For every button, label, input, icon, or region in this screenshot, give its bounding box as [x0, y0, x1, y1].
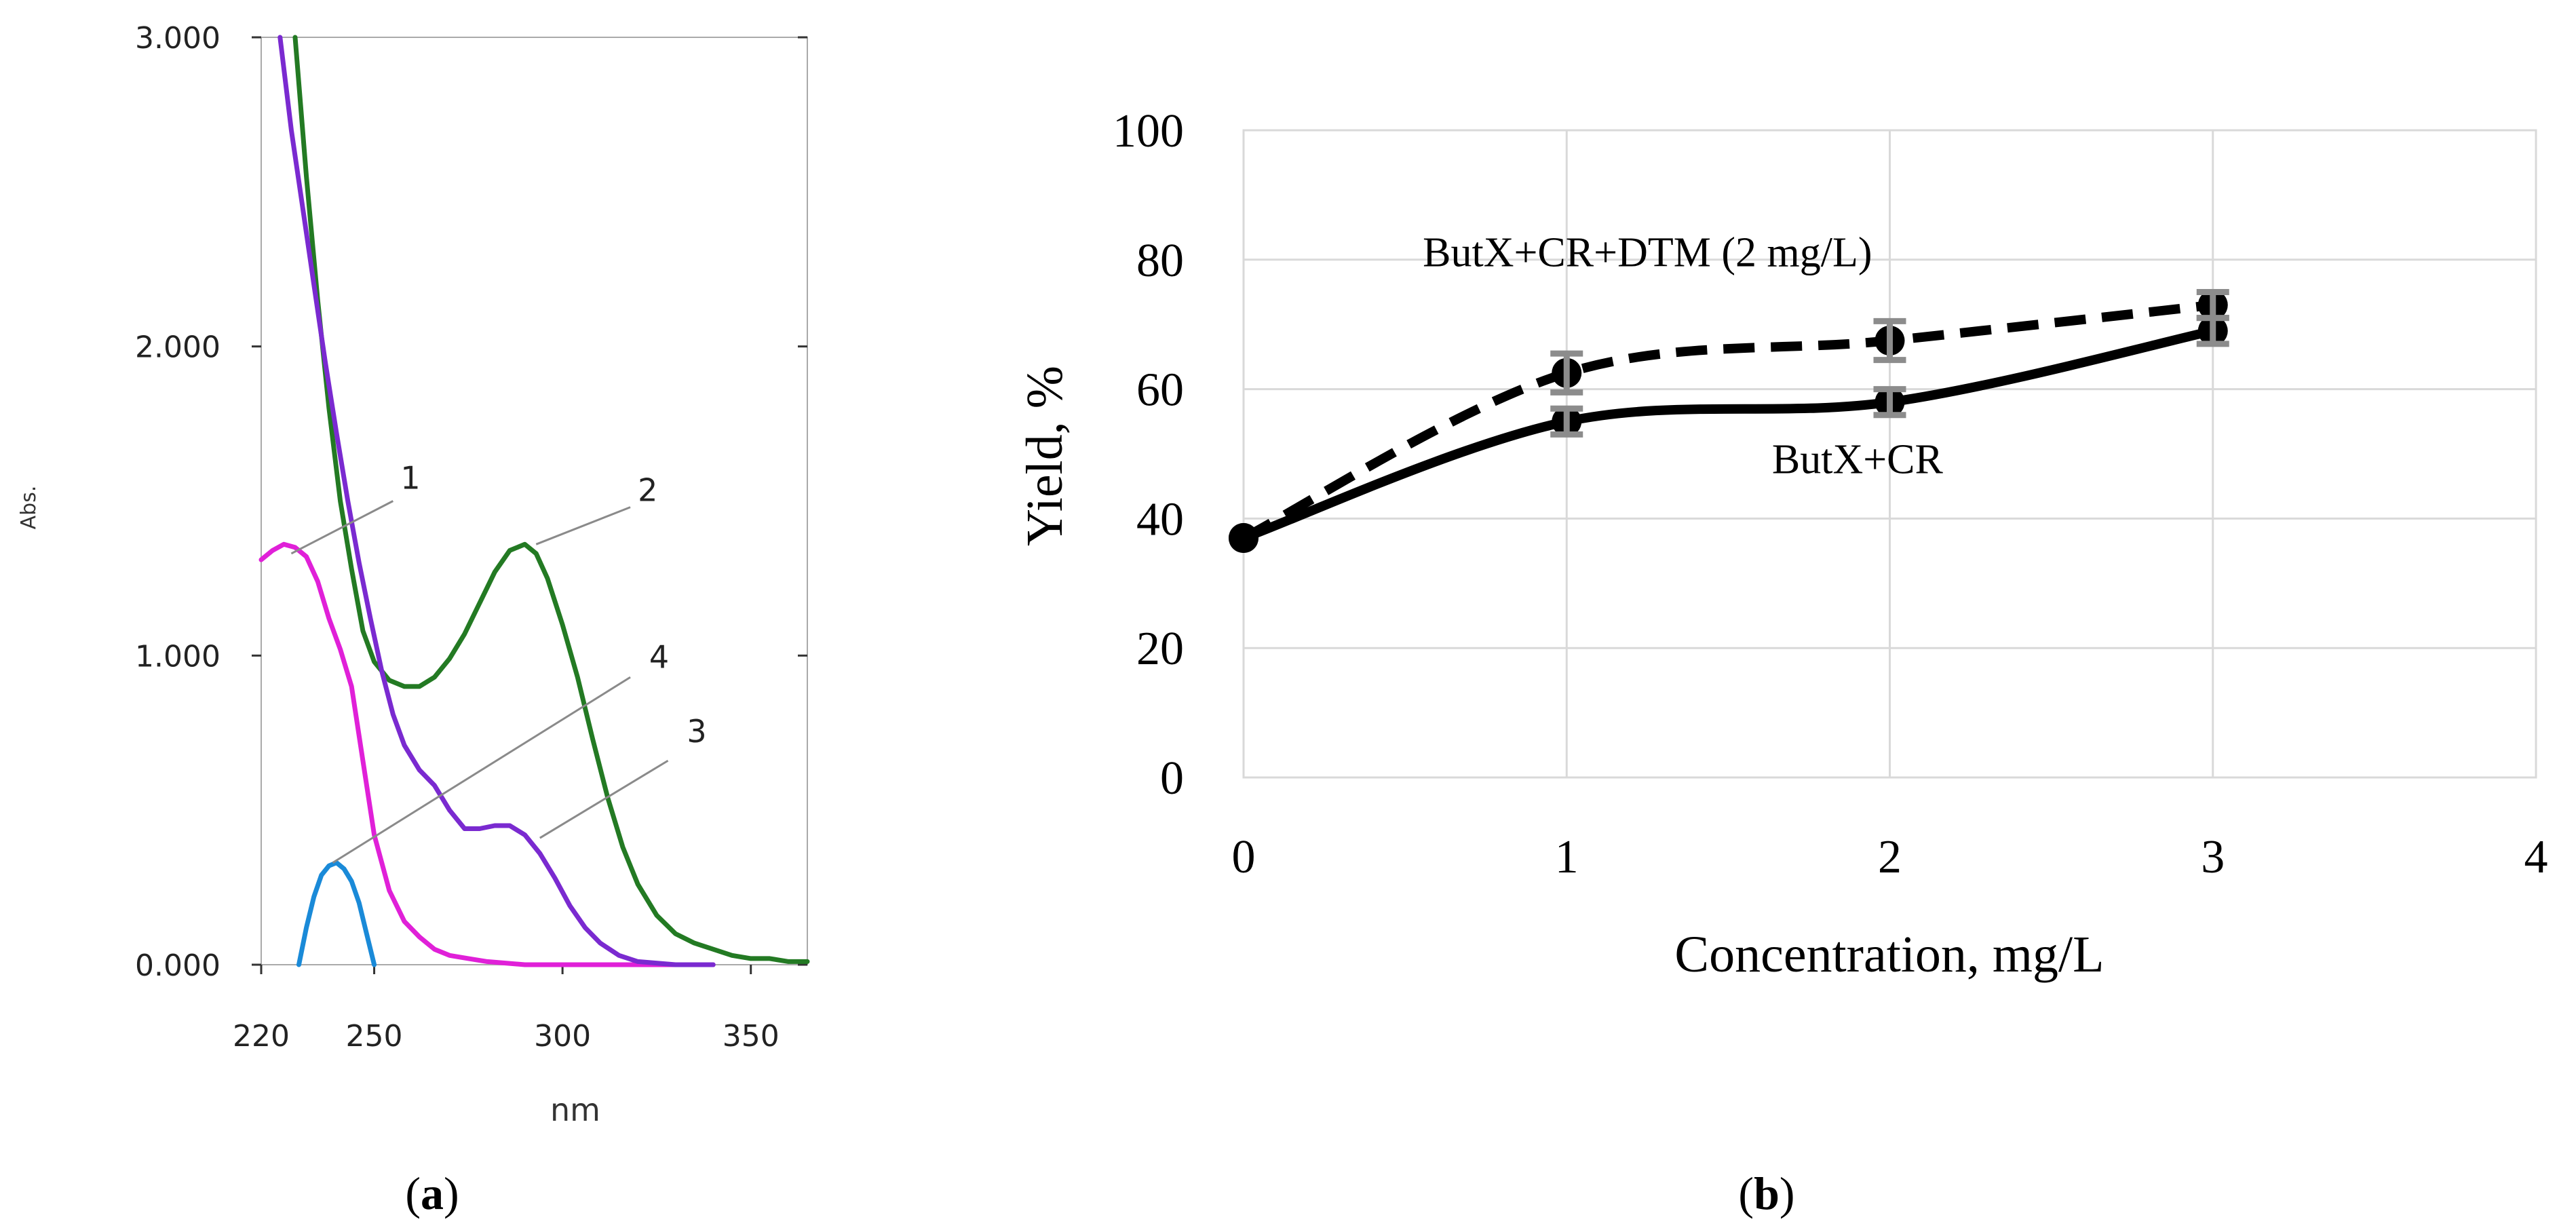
panel-a-curve-3: [277, 35, 716, 967]
panel-b-y-axis-title: Yield, %: [1016, 366, 1073, 546]
panel-a-y-tick-label: 0.000: [135, 948, 220, 983]
panel-b-series-dtm-point: [1229, 523, 1258, 554]
panel-b-y-tick-label: 20: [1136, 623, 1184, 675]
panel-a-plot-frame: [261, 37, 808, 965]
panel-a-x-tick-label: 350: [723, 1019, 780, 1054]
panel-a-x-axis-title: nm: [550, 1092, 600, 1128]
panel-a-callout-label-2: 2: [638, 472, 657, 509]
panel-a-x-tick-label: 250: [346, 1019, 403, 1054]
panel-a-caption-letter: a: [421, 1168, 444, 1219]
panel-b-caption: (b): [1738, 1168, 1794, 1219]
panel-b-x-tick-label: 3: [2201, 831, 2225, 883]
panel-a-y-tick-label: 3.000: [135, 21, 220, 56]
panel-a-callout-label-1: 1: [400, 459, 420, 496]
panel-b-y-tick-label: 60: [1136, 364, 1184, 417]
panel-b-y-tick-label: 80: [1136, 235, 1184, 287]
panel-b-annotations: ButX+CR+DTM (2 mg/L) ButX+CR: [1423, 229, 1943, 482]
panel-a-series-group: [258, 35, 810, 967]
panel-b-x-tick-label: 1: [1555, 831, 1579, 883]
panel-b-series-butx-cr-line: [1242, 326, 2214, 543]
panel-b-y-tick-label: 0: [1160, 752, 1184, 805]
panel-a-callouts: 1 2 43: [290, 459, 707, 864]
panel-a-callout-line-1: [290, 500, 393, 555]
panel-a-y-tick-label: 2.000: [135, 330, 220, 365]
panel-b-series-label: ButX+CR: [1772, 437, 1944, 483]
panel-b-y-axis: 0 20 40 60 80 100: [1113, 105, 1184, 805]
panel-b-x-tick-label: 0: [1232, 831, 1256, 883]
panel-a-curve-2: [292, 35, 810, 964]
panel-b-series-dtm-line: [1241, 300, 2214, 543]
panel-a-callout-label-3: 3: [687, 713, 706, 750]
panel-a-curve-1: [258, 541, 716, 967]
panel-a-callout-label-4: 4: [649, 639, 669, 676]
panel-b-x-tick-label: 4: [2524, 831, 2548, 883]
panel-b-series-label: ButX+CR+DTM (2 mg/L): [1423, 229, 1872, 275]
panel-b-caption-letter: b: [1754, 1168, 1780, 1219]
panel-a-callout-line-3: [539, 759, 669, 839]
panel-b-x-axis: 0 1 2 3 4: [1232, 831, 2548, 883]
panel-a-x-tick-label: 300: [534, 1019, 591, 1054]
panel-a-x-axis: 220 250 300 350: [233, 965, 780, 1054]
panel-b-y-tick-label: 100: [1113, 105, 1184, 157]
panel-a-y-tick-label: 1.000: [135, 639, 220, 674]
panel-a-y-axis: 0.000 1.000 2.000 3.000: [135, 21, 807, 983]
panel-a-callout-line-2: [535, 506, 631, 545]
panel-a-y-axis-title: Abs.: [17, 486, 41, 530]
panel-b-x-tick-label: 2: [1878, 831, 1902, 883]
panel-a-spectrum-chart: 0.000 1.000 2.000 3.000 220 250 300 350 1 2 43 A…: [17, 21, 810, 1219]
panel-a-curve-4: [296, 860, 377, 967]
panel-a-x-tick-label: 220: [233, 1019, 290, 1054]
panel-a-callout-line-4: [332, 676, 631, 864]
panel-b-x-axis-title: Concentration, mg/L: [1674, 926, 2104, 983]
panel-b-series-group: [1229, 289, 2229, 554]
panel-a-caption: (a): [405, 1168, 459, 1219]
panel-b-y-tick-label: 40: [1136, 493, 1184, 545]
